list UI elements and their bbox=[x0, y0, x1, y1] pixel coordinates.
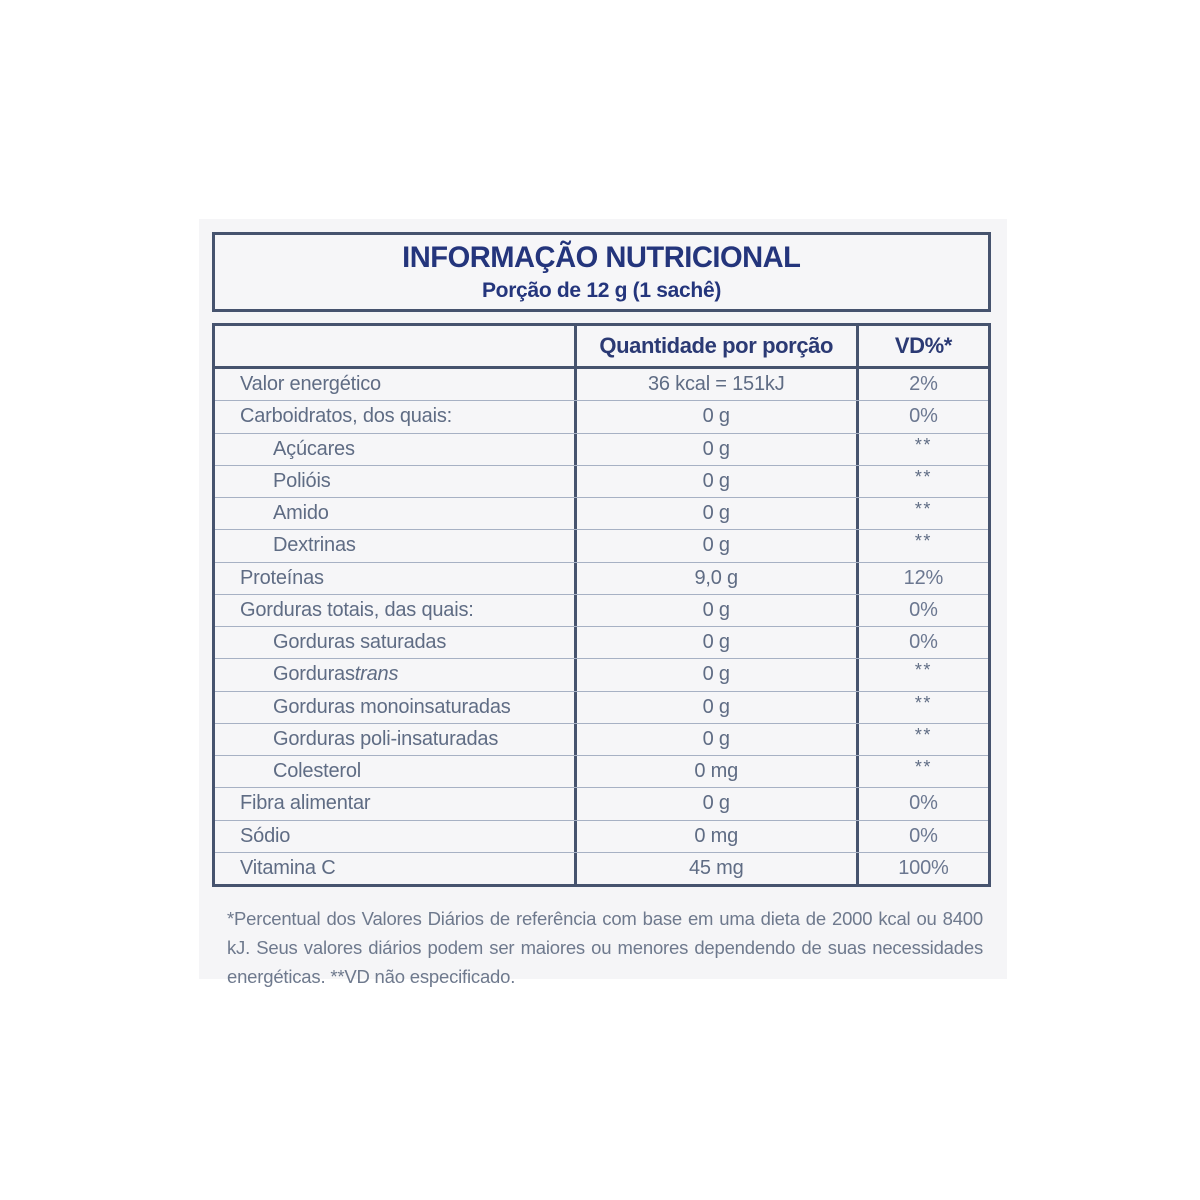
table-row: Fibra alimentar 0 g 0% bbox=[215, 787, 988, 820]
header-empty-cell bbox=[215, 326, 574, 366]
nutrient-quantity: 0 g bbox=[573, 433, 856, 465]
nutrient-name: Gorduras monoinsaturadas bbox=[273, 695, 511, 718]
nutrient-name: Carboidratos, dos quais: bbox=[240, 405, 452, 428]
table-row: Gorduras trans 0 g ** bbox=[215, 658, 988, 691]
nutrient-daily-value: ** bbox=[855, 691, 988, 723]
table-row: Açúcares 0 g ** bbox=[215, 432, 988, 465]
nutrient-quantity: 0 g bbox=[573, 498, 856, 530]
nutrient-name: Fibra alimentar bbox=[240, 792, 371, 815]
table-row: Polióis 0 g ** bbox=[215, 464, 988, 497]
nutrient-name: Gorduras saturadas bbox=[273, 631, 447, 654]
nutrition-label-card: INFORMAÇÃO NUTRICIONAL Porção de 12 g (1… bbox=[199, 219, 1007, 987]
table-header-row: Quantidade por porção VD%* bbox=[215, 326, 988, 369]
table-row: Sódio 0 mg 0% bbox=[215, 819, 988, 852]
table-row: Proteínas 9,0 g 12% bbox=[215, 561, 988, 594]
nutrient-quantity: 0 g bbox=[573, 788, 856, 820]
nutrient-daily-value: 12% bbox=[855, 562, 988, 594]
table-row: Vitamina C 45 mg 100% bbox=[215, 851, 988, 884]
nutrient-daily-value: ** bbox=[855, 723, 988, 755]
nutrient-name: Polióis bbox=[273, 469, 331, 492]
nutrient-quantity: 0 g bbox=[573, 691, 856, 723]
nutrient-name: Sódio bbox=[240, 824, 291, 847]
nutrient-daily-value: ** bbox=[855, 433, 988, 465]
serving-size: Porção de 12 g (1 sachê) bbox=[481, 279, 722, 302]
nutrient-name: Amido bbox=[273, 502, 329, 525]
table-row: Amido 0 g ** bbox=[215, 497, 988, 530]
nutrient-quantity: 0 g bbox=[573, 627, 856, 659]
nutrient-daily-value: 0% bbox=[855, 788, 988, 820]
nutrient-name: Gorduras trans bbox=[273, 663, 399, 686]
nutrient-name: Açúcares bbox=[273, 437, 355, 460]
nutrient-name: Gorduras poli-insaturadas bbox=[273, 727, 499, 750]
nutrient-name: Colesterol bbox=[273, 760, 362, 783]
header-quantity: Quantidade por porção bbox=[573, 326, 856, 366]
nutrient-name: Proteínas bbox=[240, 566, 324, 589]
footnote-text: *Percentual dos Valores Diários de refer… bbox=[227, 908, 983, 988]
nutrient-name: Gorduras totais, das quais: bbox=[240, 598, 474, 621]
nutrient-quantity: 0 g bbox=[573, 723, 856, 755]
nutrient-daily-value: 0% bbox=[855, 594, 988, 626]
nutrient-quantity: 0 g bbox=[573, 401, 856, 433]
table-row: Gorduras saturadas 0 g 0% bbox=[215, 626, 988, 659]
nutrient-quantity: 0 mg bbox=[573, 756, 856, 788]
nutrient-daily-value: ** bbox=[855, 498, 988, 530]
nutrition-table: Quantidade por porção VD%* Valor energét… bbox=[212, 323, 991, 887]
nutrient-daily-value: 0% bbox=[855, 627, 988, 659]
nutrient-daily-value: ** bbox=[855, 530, 988, 562]
table-row: Gorduras monoinsaturadas 0 g ** bbox=[215, 690, 988, 723]
nutrient-daily-value: ** bbox=[855, 659, 988, 691]
table-row: Valor energético 36 kcal = 151kJ 2% bbox=[215, 369, 988, 401]
nutrient-quantity: 45 mg bbox=[573, 852, 856, 884]
nutrient-daily-value: 0% bbox=[855, 820, 988, 852]
nutrient-daily-value: ** bbox=[855, 756, 988, 788]
nutrient-daily-value: 100% bbox=[855, 852, 988, 884]
nutrient-quantity: 0 g bbox=[573, 465, 856, 497]
nutrient-daily-value: 2% bbox=[855, 369, 988, 401]
nutrient-quantity: 0 g bbox=[573, 530, 856, 562]
nutrient-daily-value: 0% bbox=[855, 401, 988, 433]
nutrient-daily-value: ** bbox=[855, 465, 988, 497]
nutrient-name: Dextrinas bbox=[273, 534, 356, 557]
nutrient-quantity: 0 g bbox=[573, 594, 856, 626]
nutrition-title-box: INFORMAÇÃO NUTRICIONAL Porção de 12 g (1… bbox=[212, 232, 991, 312]
table-row: Gorduras totais, das quais: 0 g 0% bbox=[215, 593, 988, 626]
nutrition-title: INFORMAÇÃO NUTRICIONAL bbox=[402, 241, 801, 274]
table-row: Gorduras poli-insaturadas 0 g ** bbox=[215, 722, 988, 755]
nutrient-quantity: 0 mg bbox=[573, 820, 856, 852]
header-daily-value: VD%* bbox=[855, 326, 988, 366]
nutrient-name: Valor energético bbox=[240, 373, 381, 396]
table-row: Carboidratos, dos quais: 0 g 0% bbox=[215, 400, 988, 433]
nutrient-name: Vitamina C bbox=[240, 856, 336, 879]
nutrient-quantity: 36 kcal = 151kJ bbox=[573, 369, 856, 401]
table-row: Colesterol 0 mg ** bbox=[215, 755, 988, 788]
nutrient-quantity: 9,0 g bbox=[573, 562, 856, 594]
nutrient-quantity: 0 g bbox=[573, 659, 856, 691]
table-row: Dextrinas 0 g ** bbox=[215, 529, 988, 562]
